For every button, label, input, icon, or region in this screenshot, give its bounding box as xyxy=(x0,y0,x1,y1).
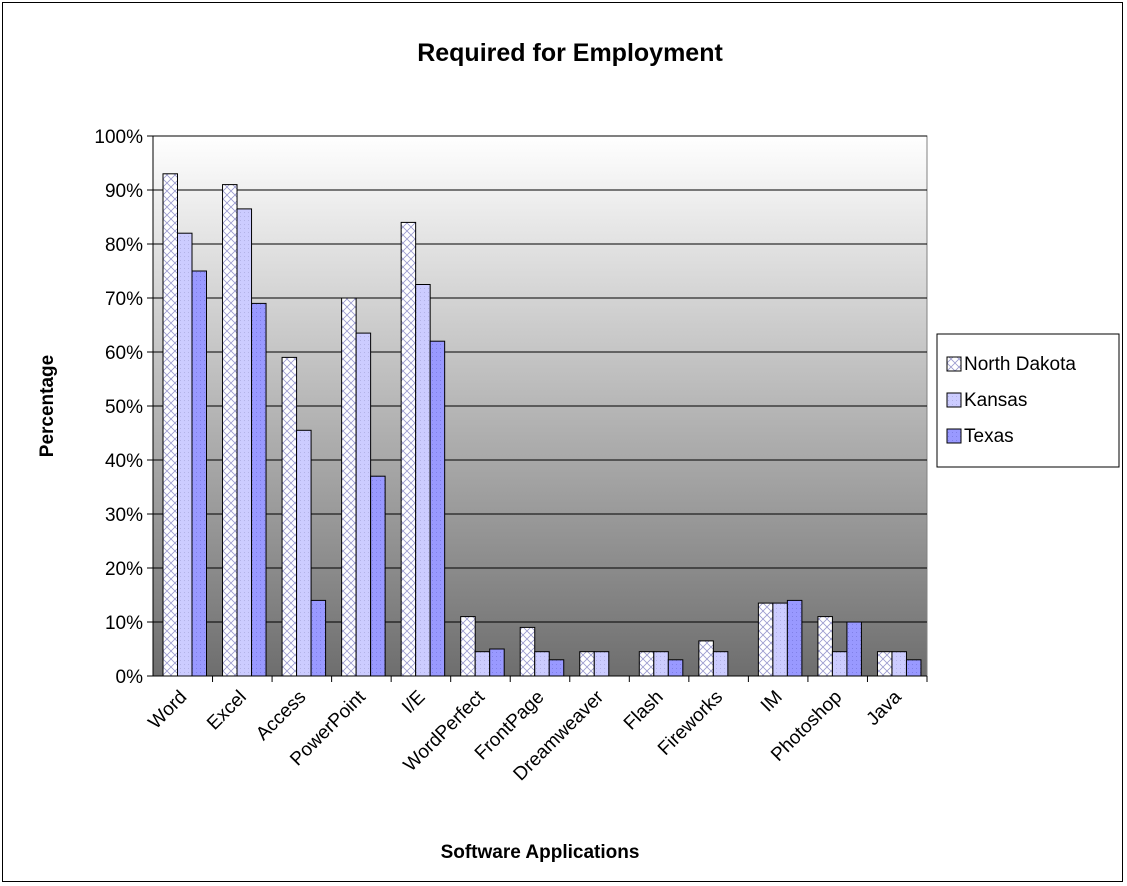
bar-north-dakota xyxy=(579,651,595,677)
bar-texas xyxy=(251,302,267,677)
bar-kansas xyxy=(772,602,788,677)
bar-north-dakota xyxy=(281,356,298,677)
x-tick-label: Access xyxy=(252,687,310,745)
y-tick-label: 40% xyxy=(105,451,143,472)
x-axis-title: Software Applications xyxy=(441,842,640,863)
y-tick-label: 90% xyxy=(105,181,143,202)
bar-texas xyxy=(667,659,684,677)
bar-texas xyxy=(429,340,446,677)
y-tick-label: 80% xyxy=(105,235,143,256)
bar-kansas xyxy=(177,232,193,677)
y-tick-label: 20% xyxy=(105,559,143,580)
y-tick-label: 50% xyxy=(105,397,143,418)
bar-kansas xyxy=(474,651,491,677)
bar-chart: Required for Employment 0% 10% 20% 30% 40% 50… xyxy=(37,39,1120,863)
bar-kansas xyxy=(296,429,312,677)
bar-texas xyxy=(548,659,565,677)
legend-label: Texas xyxy=(964,426,1014,447)
legend-box xyxy=(936,333,1120,468)
y-tick-label: 0% xyxy=(116,667,144,688)
y-axis-ticks: 0% 10% 20% 30% 40% 50% 60% 70% 80% 90% 100% xyxy=(94,127,153,688)
bar-north-dakota xyxy=(341,297,357,677)
bar-kansas xyxy=(236,208,253,677)
bar-texas xyxy=(489,648,505,677)
bar-kansas xyxy=(831,651,848,677)
y-tick-label: 70% xyxy=(105,289,143,310)
bar-north-dakota xyxy=(222,184,238,677)
bar-texas xyxy=(905,659,922,677)
x-tick-label: Excel xyxy=(203,687,251,735)
y-axis-title: Percentage xyxy=(37,355,58,457)
bar-kansas xyxy=(653,651,669,677)
bar-north-dakota xyxy=(757,602,774,677)
bar-texas xyxy=(310,599,327,677)
x-tick-label: Word xyxy=(145,687,192,734)
legend-label: North Dakota xyxy=(964,354,1076,375)
bar-texas xyxy=(191,270,207,677)
chart-title: Required for Employment xyxy=(417,39,723,67)
legend-swatch xyxy=(946,356,962,372)
bars xyxy=(162,173,922,677)
bar-texas xyxy=(786,599,803,677)
bar-north-dakota xyxy=(519,626,536,677)
y-tick-label: 60% xyxy=(105,343,143,364)
bar-kansas xyxy=(415,284,431,677)
bar-texas xyxy=(370,475,386,677)
legend-label: Kansas xyxy=(964,390,1027,411)
bar-kansas xyxy=(593,651,610,677)
bar-north-dakota xyxy=(817,616,833,677)
bar-kansas xyxy=(355,332,372,677)
bar-north-dakota xyxy=(698,640,714,677)
x-tick-label: I/E xyxy=(398,687,429,718)
bar-north-dakota xyxy=(460,616,476,677)
bar-kansas xyxy=(534,651,550,677)
bar-north-dakota xyxy=(162,173,178,677)
legend: North Dakota Kansas Texas xyxy=(936,333,1120,468)
bar-north-dakota xyxy=(400,221,417,677)
y-tick-label: 100% xyxy=(94,127,143,148)
x-tick-label: Java xyxy=(863,686,907,730)
x-tick-label: Flash xyxy=(620,687,668,735)
bar-kansas xyxy=(712,651,729,677)
bar-kansas xyxy=(891,651,907,677)
y-tick-label: 10% xyxy=(105,613,143,634)
legend-swatch xyxy=(946,392,962,408)
x-tick-label: IM xyxy=(757,687,787,717)
legend-swatch xyxy=(946,428,962,444)
x-tick-label: Fireworks xyxy=(654,687,727,760)
y-tick-label: 30% xyxy=(105,505,143,526)
bar-texas xyxy=(846,621,862,677)
bar-north-dakota xyxy=(638,651,655,677)
bar-north-dakota xyxy=(876,651,893,677)
